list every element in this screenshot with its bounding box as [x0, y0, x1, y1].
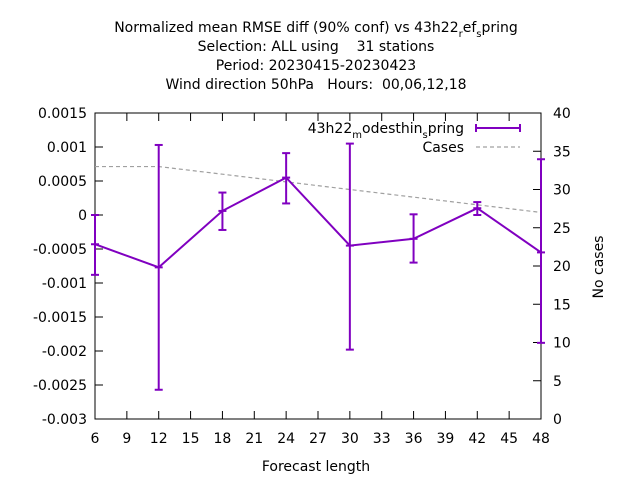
cases-line [95, 165, 542, 214]
y-tick-label: 0.001 [47, 140, 87, 156]
x-tick-label: 39 [437, 431, 455, 447]
y-tick-label: -0.002 [42, 344, 87, 360]
x-tick-label: 18 [214, 431, 232, 447]
x-tick-label: 30 [341, 431, 359, 447]
x-axis-label: Forecast length [262, 459, 370, 475]
y-tick-label: -0.0005 [33, 242, 87, 258]
title-line-4: Wind direction 50hPa Hours: 00,06,12,18 [165, 77, 466, 93]
x-tick-label: 27 [309, 431, 327, 447]
y2-tick-label: 25 [553, 221, 571, 237]
y-tick-label: -0.001 [42, 276, 87, 292]
title-line-2: Selection: ALL using 31 stations [198, 39, 435, 55]
legend-label-main: 43h22modesthinspring [308, 121, 464, 141]
x-tick-label: 12 [150, 431, 168, 447]
series-layer [91, 142, 545, 391]
x-tick-label: 33 [373, 431, 391, 447]
x-axis-ticks: 6 9 12 15 18 21 24 27 30 33 36 39 42 45 48 [91, 113, 550, 447]
y2-tick-label: 10 [553, 336, 571, 352]
y2-tick-label: 30 [553, 183, 571, 199]
y2-tick-label: 35 [553, 144, 571, 160]
x-tick-label: 42 [468, 431, 486, 447]
main-series-line [94, 176, 542, 269]
y2-axis-label: No cases [591, 236, 607, 299]
y-axis-ticks: 0.0015 0.001 0.0005 0 -0.0005 -0.001 -0.0015 -0… [33, 106, 103, 428]
y-tick-label: 0.0015 [38, 106, 87, 122]
y2-axis-ticks: 40 35 30 25 20 15 10 5 0 [533, 106, 571, 428]
x-tick-label: 24 [277, 431, 295, 447]
x-tick-label: 21 [245, 431, 263, 447]
y2-tick-label: 0 [553, 412, 562, 428]
chart-title: Normalized mean RMSE diff (90% conf) vs … [114, 20, 518, 93]
y-tick-label: -0.003 [42, 412, 87, 428]
x-tick-label: 48 [532, 431, 550, 447]
legend: 43h22modesthinspring Cases [308, 121, 521, 156]
title-line-1: Normalized mean RMSE diff (90% conf) vs … [114, 20, 518, 40]
plot-frame [94, 112, 542, 420]
y-tick-label: -0.0015 [33, 310, 87, 326]
y-tick-label: 0 [78, 208, 87, 224]
x-tick-label: 9 [122, 431, 131, 447]
y2-tick-label: 15 [553, 297, 571, 313]
x-tick-label: 45 [500, 431, 518, 447]
y2-tick-label: 20 [553, 259, 571, 275]
y2-tick-label: 5 [553, 374, 562, 390]
x-tick-label: 36 [405, 431, 423, 447]
legend-label-cases: Cases [422, 140, 464, 156]
y-tick-label: 0.0005 [38, 174, 87, 190]
x-tick-label: 15 [182, 431, 200, 447]
x-tick-label: 6 [91, 431, 100, 447]
title-line-3: Period: 20230415-20230423 [216, 58, 416, 74]
y-tick-label: -0.0025 [33, 378, 87, 394]
y2-tick-label: 40 [553, 106, 571, 122]
